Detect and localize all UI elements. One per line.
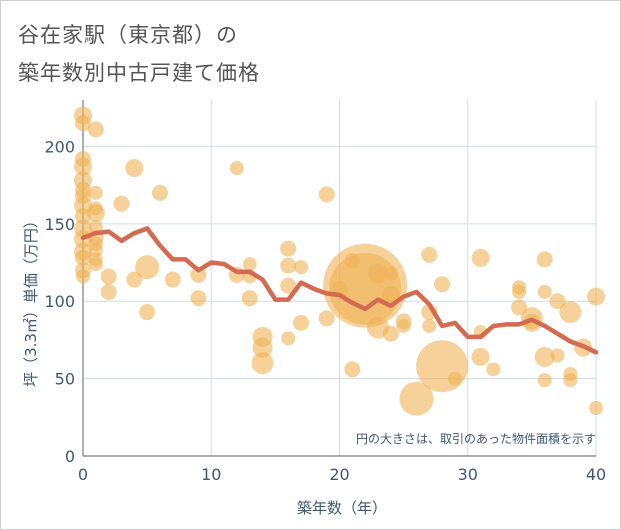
- bubble-69: [434, 276, 451, 293]
- grid-lines: [82, 100, 597, 457]
- bubble-54: [344, 361, 361, 378]
- bubble-28: [125, 159, 144, 178]
- bubble-24: [76, 269, 90, 284]
- y-tick-label-200: 200: [44, 137, 75, 156]
- x-tick-label-30: 30: [458, 465, 478, 484]
- bubble-series: [74, 106, 605, 416]
- bubble-22: [88, 257, 103, 272]
- y-tick-label-0: 0: [65, 447, 75, 466]
- bubble-68: [416, 340, 469, 393]
- bubble-48: [294, 260, 309, 275]
- bubble-26: [100, 283, 117, 300]
- bubble-42: [252, 337, 273, 358]
- bubble-86: [559, 301, 582, 324]
- bubble-65: [421, 246, 438, 263]
- bubble-45: [280, 257, 297, 274]
- bubble-40: [241, 290, 258, 307]
- axis-ticks: 0 10 20 30 40 0 50 100 150 200: [44, 137, 606, 484]
- bubble-73: [471, 347, 490, 366]
- bubble-81: [537, 284, 552, 299]
- chart-title-line-1: 谷在家駅（東京都）の: [18, 23, 238, 47]
- bubble-33: [164, 271, 181, 288]
- x-tick-label-10: 10: [201, 465, 221, 484]
- bubble-8: [88, 185, 103, 200]
- bubble-76: [512, 284, 527, 299]
- size-annotation: 円の大きさは、取引のあった物件面積を示す: [356, 431, 596, 446]
- bubble-57: [367, 263, 388, 284]
- bubble-34: [190, 266, 207, 283]
- bubble-71: [471, 248, 490, 267]
- x-tick-label-0: 0: [78, 465, 88, 484]
- bubble-79: [522, 313, 541, 332]
- bubble-60: [383, 266, 398, 281]
- bubble-44: [280, 240, 297, 257]
- bubble-51: [318, 310, 335, 327]
- bubble-83: [537, 373, 552, 388]
- x-tick-label-40: 40: [586, 465, 606, 484]
- chart-title-line-2: 築年数別中古戸建て価格: [18, 61, 260, 85]
- bubble-27: [113, 195, 130, 212]
- bubble-12: [75, 208, 91, 225]
- y-tick-label-100: 100: [44, 292, 75, 311]
- bubble-64: [399, 381, 434, 416]
- bubble-63: [396, 318, 411, 333]
- bubble-46: [280, 277, 297, 294]
- bubble-35: [190, 290, 207, 307]
- bubble-4: [74, 157, 92, 176]
- bubble-90: [587, 287, 605, 306]
- bubble-47: [281, 331, 296, 346]
- bubble-59: [381, 286, 400, 305]
- bubble-67: [422, 318, 437, 333]
- bubble-49: [293, 314, 310, 331]
- bubble-36: [229, 161, 244, 176]
- bubble-88: [563, 373, 578, 388]
- y-tick-label-50: 50: [55, 370, 75, 389]
- bubble-43: [251, 352, 274, 375]
- bubble-61: [382, 325, 399, 342]
- y-tick-label-150: 150: [44, 215, 75, 234]
- bubble-84: [549, 293, 566, 310]
- bubble-2: [87, 121, 104, 138]
- bubble-50: [318, 186, 335, 203]
- bubble-30: [135, 255, 160, 280]
- bubble-70: [447, 371, 462, 386]
- bubble-38: [242, 257, 257, 272]
- x-tick-label-20: 20: [329, 465, 349, 484]
- bubble-82: [534, 346, 555, 367]
- bubble-80: [536, 251, 553, 268]
- bubble-91: [589, 401, 603, 416]
- bubble-1: [75, 115, 91, 132]
- bubble-29: [126, 271, 143, 288]
- x-axis-label: 築年数（年）: [297, 499, 387, 517]
- trend-line: [80, 226, 599, 355]
- bubble-31: [139, 304, 156, 321]
- bubble-85: [550, 348, 565, 363]
- y-axis-label: 坪（3.3㎡）単価（万円）: [22, 213, 40, 387]
- bubble-20: [75, 249, 91, 266]
- bubble-77: [511, 299, 528, 316]
- bubble-74: [486, 362, 501, 377]
- bubble-25: [100, 268, 117, 285]
- bubble-32: [151, 184, 168, 201]
- bubble-14: [88, 219, 103, 234]
- bubble-11: [86, 203, 105, 222]
